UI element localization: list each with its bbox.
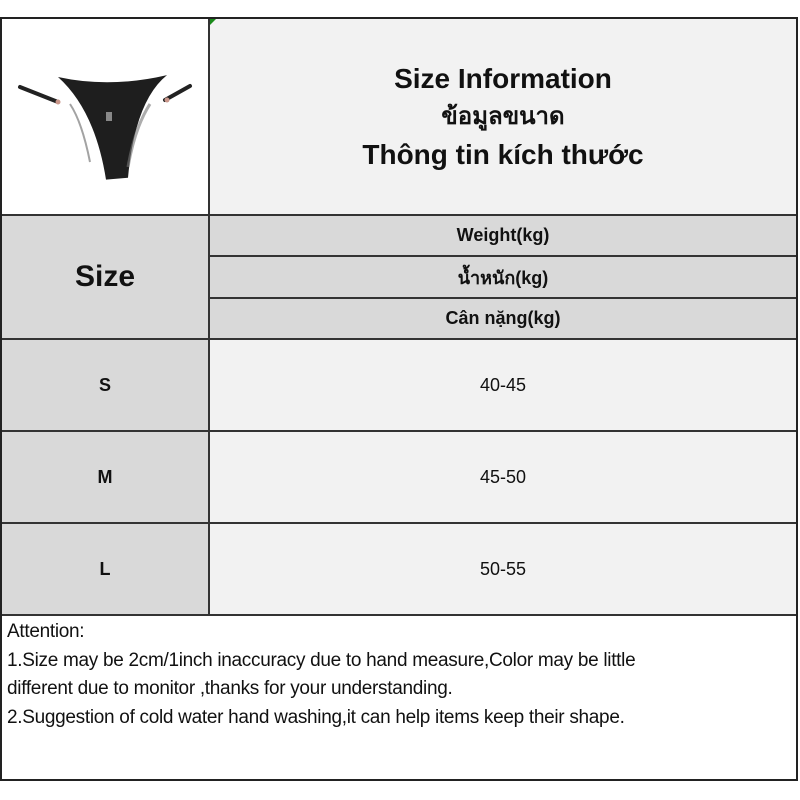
title-cell: Size Information ข้อมูลขนาด Thông tin kí… [210,19,796,216]
weight-header-vi: Cân nặng(kg) [210,299,796,340]
weight-header-en: Weight(kg) [210,216,796,257]
product-image [18,74,192,180]
title-th: ข้อมูลขนาด [441,102,565,130]
size-label-m: M [2,432,210,524]
size-label-l: L [2,524,210,616]
cell-marker [210,19,216,25]
attention-line-1a: 1.Size may be 2cm/1inch inaccuracy due t… [7,649,636,671]
weight-header-th: น้ำหนัก(kg) [210,257,796,299]
weight-value-l: 50-55 [210,524,796,616]
product-image-cell [2,19,210,216]
attention-line-1b: different due to monitor ,thanks for you… [7,678,453,699]
attention-notes: Attention: 1.Size may be 2cm/1inch inacc… [2,616,796,779]
attention-heading: Attention: [7,621,85,642]
weight-value-m: 45-50 [210,432,796,524]
size-label-s: S [2,340,210,432]
attention-line-2: 2.Suggestion of cold water hand washing,… [7,706,625,728]
size-table: Size Information ข้อมูลขนาด Thông tin kí… [0,17,798,781]
size-header: Size [2,216,210,340]
title-vi: Thông tin kích thước [362,138,644,170]
weight-value-s: 40-45 [210,340,796,432]
title-en: Size Information [394,62,612,94]
